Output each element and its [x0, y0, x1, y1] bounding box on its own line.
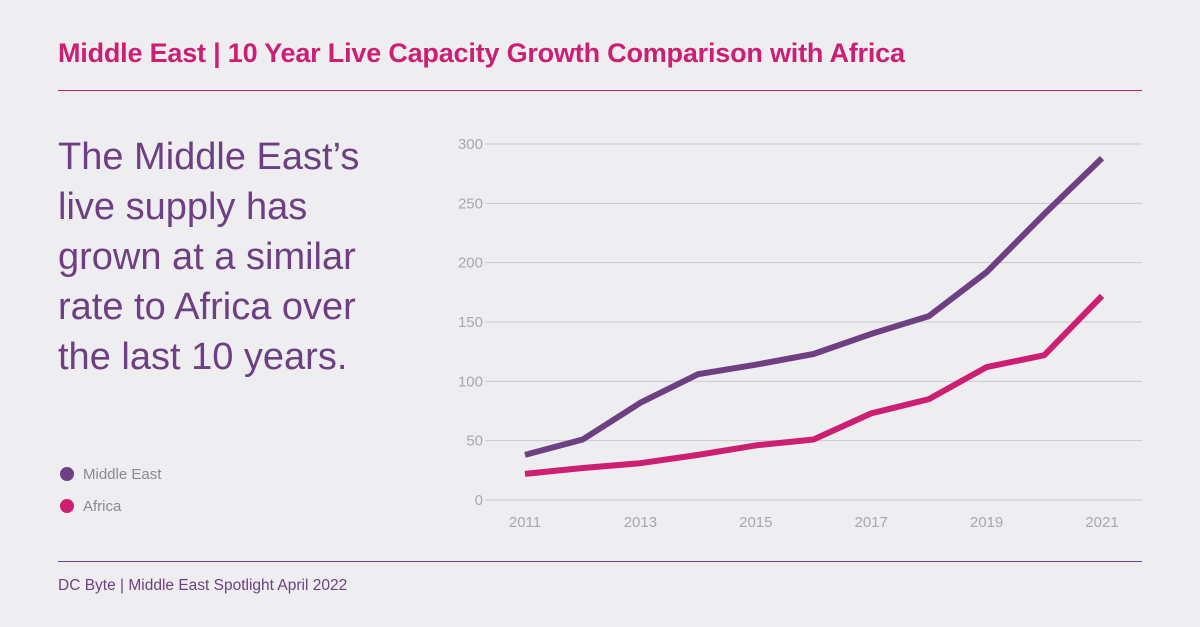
x-tick-label: 2015 [739, 514, 772, 531]
legend-label-middle-east: Middle East [83, 465, 162, 483]
series-line-middle-east [524, 156, 1105, 458]
y-tick-label: 50 [466, 433, 483, 450]
y-tick-label: 250 [458, 195, 483, 212]
x-tick-label: 2017 [855, 514, 888, 531]
y-tick-label: 300 [458, 136, 483, 153]
y-tick-label: 0 [475, 492, 483, 509]
y-tick-label: 100 [458, 373, 483, 390]
legend-item-middle-east: Middle East [60, 458, 161, 490]
line-chart: 0 50 100 150 200 250 300 2011 2013 2015 2017 2019 20… [458, 136, 1142, 531]
x-tick-label: 2013 [624, 514, 657, 531]
legend-swatch-africa [60, 499, 74, 513]
legend: Middle East Africa [60, 458, 161, 522]
legend-swatch-middle-east [60, 467, 74, 481]
headline-text: The Middle East’s live supply has grown … [58, 136, 360, 378]
y-tick-label: 150 [458, 314, 483, 331]
y-tick-label: 200 [458, 255, 483, 272]
chart-title: Middle East | 10 Year Live Capacity Grow… [58, 38, 905, 68]
series-line-africa [524, 293, 1105, 477]
x-tick-label: 2019 [970, 514, 1003, 531]
title-divider [58, 90, 1142, 91]
legend-item-africa: Africa [60, 490, 161, 522]
footer-divider [58, 561, 1142, 562]
footer-source: DC Byte | Middle East Spotlight April 20… [58, 577, 348, 594]
legend-label-africa: Africa [83, 497, 122, 515]
x-tick-label: 2011 [509, 514, 541, 531]
x-tick-label: 2021 [1085, 514, 1118, 531]
